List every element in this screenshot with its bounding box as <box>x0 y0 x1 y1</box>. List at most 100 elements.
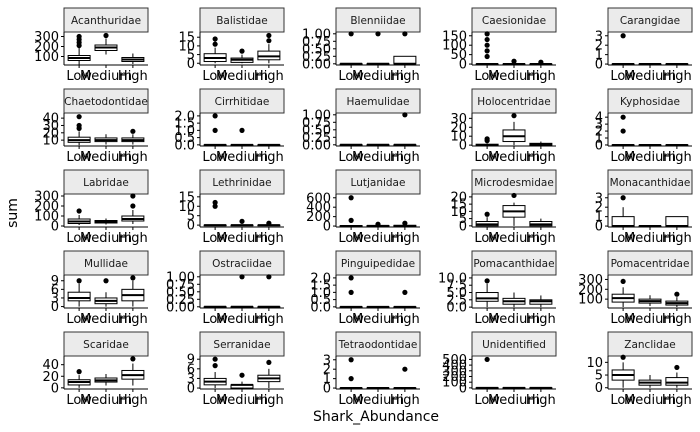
box-low <box>339 275 363 308</box>
outlier-point <box>402 31 408 37</box>
box-medium <box>94 218 118 225</box>
y-tick-label: 0.50 <box>166 285 195 300</box>
box-medium <box>230 274 254 308</box>
x-tick-label: Low <box>474 312 500 327</box>
y-tick-label: 30 <box>450 112 467 127</box>
outlier-point <box>511 113 517 119</box>
facet-strip <box>63 250 149 276</box>
box-medium <box>366 387 390 390</box>
x-tick-label: High <box>254 150 284 165</box>
y-tick-label: 100 <box>34 210 59 225</box>
box-low <box>203 199 227 227</box>
outlier-point <box>130 203 136 209</box>
y-tick-label: 9 <box>51 274 59 289</box>
y-tick-label: 0.25 <box>166 293 195 308</box>
y-tick-label: 0 <box>459 139 467 154</box>
outlier-point <box>266 359 272 366</box>
x-tick-label: High <box>254 69 284 84</box>
x-tick-label: High <box>254 231 284 246</box>
box-high <box>665 63 689 66</box>
facet-title: Monacanthidae <box>610 177 691 189</box>
x-tick-label: Low <box>474 393 500 408</box>
x-tick-label: Medium <box>352 231 404 246</box>
facet-strip <box>199 88 285 114</box>
facet-strip <box>471 331 557 357</box>
facet-title: Caesionidae <box>482 15 546 27</box>
x-tick-label: Low <box>610 150 636 165</box>
outlier-point <box>348 357 354 363</box>
y-tick-label: 10 <box>178 39 195 54</box>
box-medium <box>638 295 662 307</box>
y-tick-label: 0.0 <box>310 300 331 315</box>
box-body <box>665 216 689 227</box>
x-tick-label: Medium <box>216 231 268 246</box>
box-high <box>393 289 417 308</box>
box-medium <box>638 63 662 66</box>
y-tick-label: 40 <box>42 358 59 373</box>
y-tick-label: 0.25 <box>302 50 331 65</box>
outlier-point <box>484 356 490 363</box>
facet-strip <box>471 88 557 114</box>
outlier-point <box>538 59 544 65</box>
facet-title: Acanthuridae <box>71 15 141 27</box>
box-high <box>529 386 553 389</box>
box-high <box>257 274 281 308</box>
box-high <box>121 275 145 307</box>
box-high <box>665 291 689 308</box>
facet-strip <box>199 250 285 276</box>
y-tick-label: 0 <box>459 58 467 73</box>
y-tick-label: 2 <box>323 363 331 378</box>
x-tick-label: Low <box>66 69 92 84</box>
outlier-point <box>484 36 490 43</box>
x-tick-label: Low <box>610 393 636 408</box>
box-high <box>529 141 553 146</box>
y-tick-label: 0.50 <box>302 123 331 138</box>
y-tick-label: 300 <box>442 364 467 379</box>
y-tick-label: 300 <box>578 273 603 288</box>
box-low <box>203 113 227 146</box>
facet-title: Microdesmidae <box>474 177 554 189</box>
box-high <box>257 143 281 146</box>
outlier-point <box>484 211 490 217</box>
y-tick-label: 200 <box>34 40 59 55</box>
box-medium <box>366 143 390 146</box>
box-low <box>67 114 91 146</box>
box-low <box>67 369 91 388</box>
box-medium <box>366 221 390 227</box>
x-axis-title: Shark_Abundance <box>313 409 439 425</box>
facet-title: Pomacentridae <box>611 258 690 270</box>
outlier-point <box>402 289 408 295</box>
outlier-point <box>402 366 408 372</box>
y-tick-label: 100 <box>34 50 59 65</box>
x-tick-label: High <box>526 312 556 327</box>
outlier-point <box>266 220 272 226</box>
x-tick-label: High <box>390 231 420 246</box>
box-low <box>67 33 91 65</box>
y-tick-label: 1 <box>595 132 603 147</box>
facet-strip <box>63 7 149 33</box>
y-tick-label: 5 <box>187 209 195 224</box>
y-tick-label: 0 <box>323 220 331 235</box>
box-medium <box>94 278 118 307</box>
box-high <box>393 112 417 146</box>
facet-title: Serranidae <box>213 339 270 351</box>
box-medium <box>638 375 662 388</box>
outlier-point <box>348 376 354 382</box>
x-tick-label: Medium <box>80 393 132 408</box>
box-medium <box>230 127 254 146</box>
y-tick-label: 10 <box>42 134 59 149</box>
outlier-point <box>511 58 517 64</box>
facet-title: Carangidae <box>620 15 680 27</box>
y-tick-label: 0 <box>459 219 467 234</box>
y-tick-label: 0 <box>595 58 603 73</box>
x-tick-label: Medium <box>352 150 404 165</box>
facet-strip <box>335 331 421 357</box>
